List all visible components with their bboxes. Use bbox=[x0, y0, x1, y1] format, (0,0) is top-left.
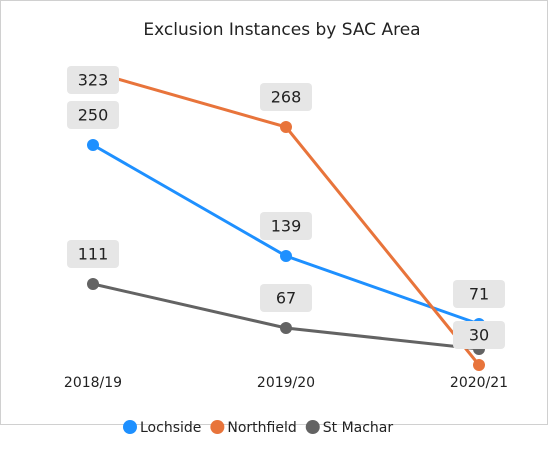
legend-marker bbox=[210, 420, 225, 434]
data-label-box bbox=[453, 321, 505, 349]
data-point bbox=[87, 278, 99, 290]
data-label-box bbox=[67, 240, 119, 268]
data-label: 111 bbox=[67, 240, 119, 268]
data-label: 71 bbox=[453, 280, 505, 308]
data-label-box bbox=[260, 212, 312, 240]
data-point bbox=[280, 250, 292, 262]
data-point bbox=[473, 359, 485, 371]
data-label-text: 67 bbox=[276, 289, 296, 308]
legend-label: Northfield bbox=[227, 420, 296, 436]
data-label: 323 bbox=[67, 66, 119, 94]
data-label-text: 323 bbox=[78, 71, 109, 90]
data-label: 67 bbox=[260, 284, 312, 312]
data-label-text: 268 bbox=[271, 88, 302, 107]
data-label: 139 bbox=[260, 212, 312, 240]
data-label-box bbox=[453, 280, 505, 308]
data-label: 268 bbox=[260, 83, 312, 111]
x-tick-label: 2018/19 bbox=[64, 375, 122, 391]
data-label-text: 139 bbox=[271, 217, 302, 236]
data-point bbox=[280, 121, 292, 133]
data-label-box bbox=[260, 83, 312, 111]
x-tick-label: 2020/21 bbox=[450, 375, 508, 391]
legend: Lochside Northfield St Machar bbox=[123, 420, 393, 436]
legend-label: St Machar bbox=[323, 420, 394, 436]
legend-label: Lochside bbox=[140, 420, 201, 436]
data-label-box bbox=[67, 101, 119, 129]
data-label-box bbox=[67, 66, 119, 94]
data-label-text: 250 bbox=[78, 106, 109, 125]
data-label-text: 30 bbox=[469, 326, 489, 345]
data-label-box bbox=[260, 284, 312, 312]
legend-marker bbox=[123, 420, 137, 434]
data-point bbox=[280, 322, 292, 334]
legend-marker bbox=[305, 420, 320, 434]
data-label-text: 111 bbox=[78, 245, 109, 264]
chart-title: Exclusion Instances by SAC Area bbox=[143, 20, 420, 40]
data-label-text: 71 bbox=[469, 285, 489, 304]
data-label: 30 bbox=[453, 321, 505, 349]
data-label: 250 bbox=[67, 101, 119, 129]
data-point bbox=[87, 139, 99, 151]
x-tick-label: 2019/20 bbox=[257, 375, 315, 391]
